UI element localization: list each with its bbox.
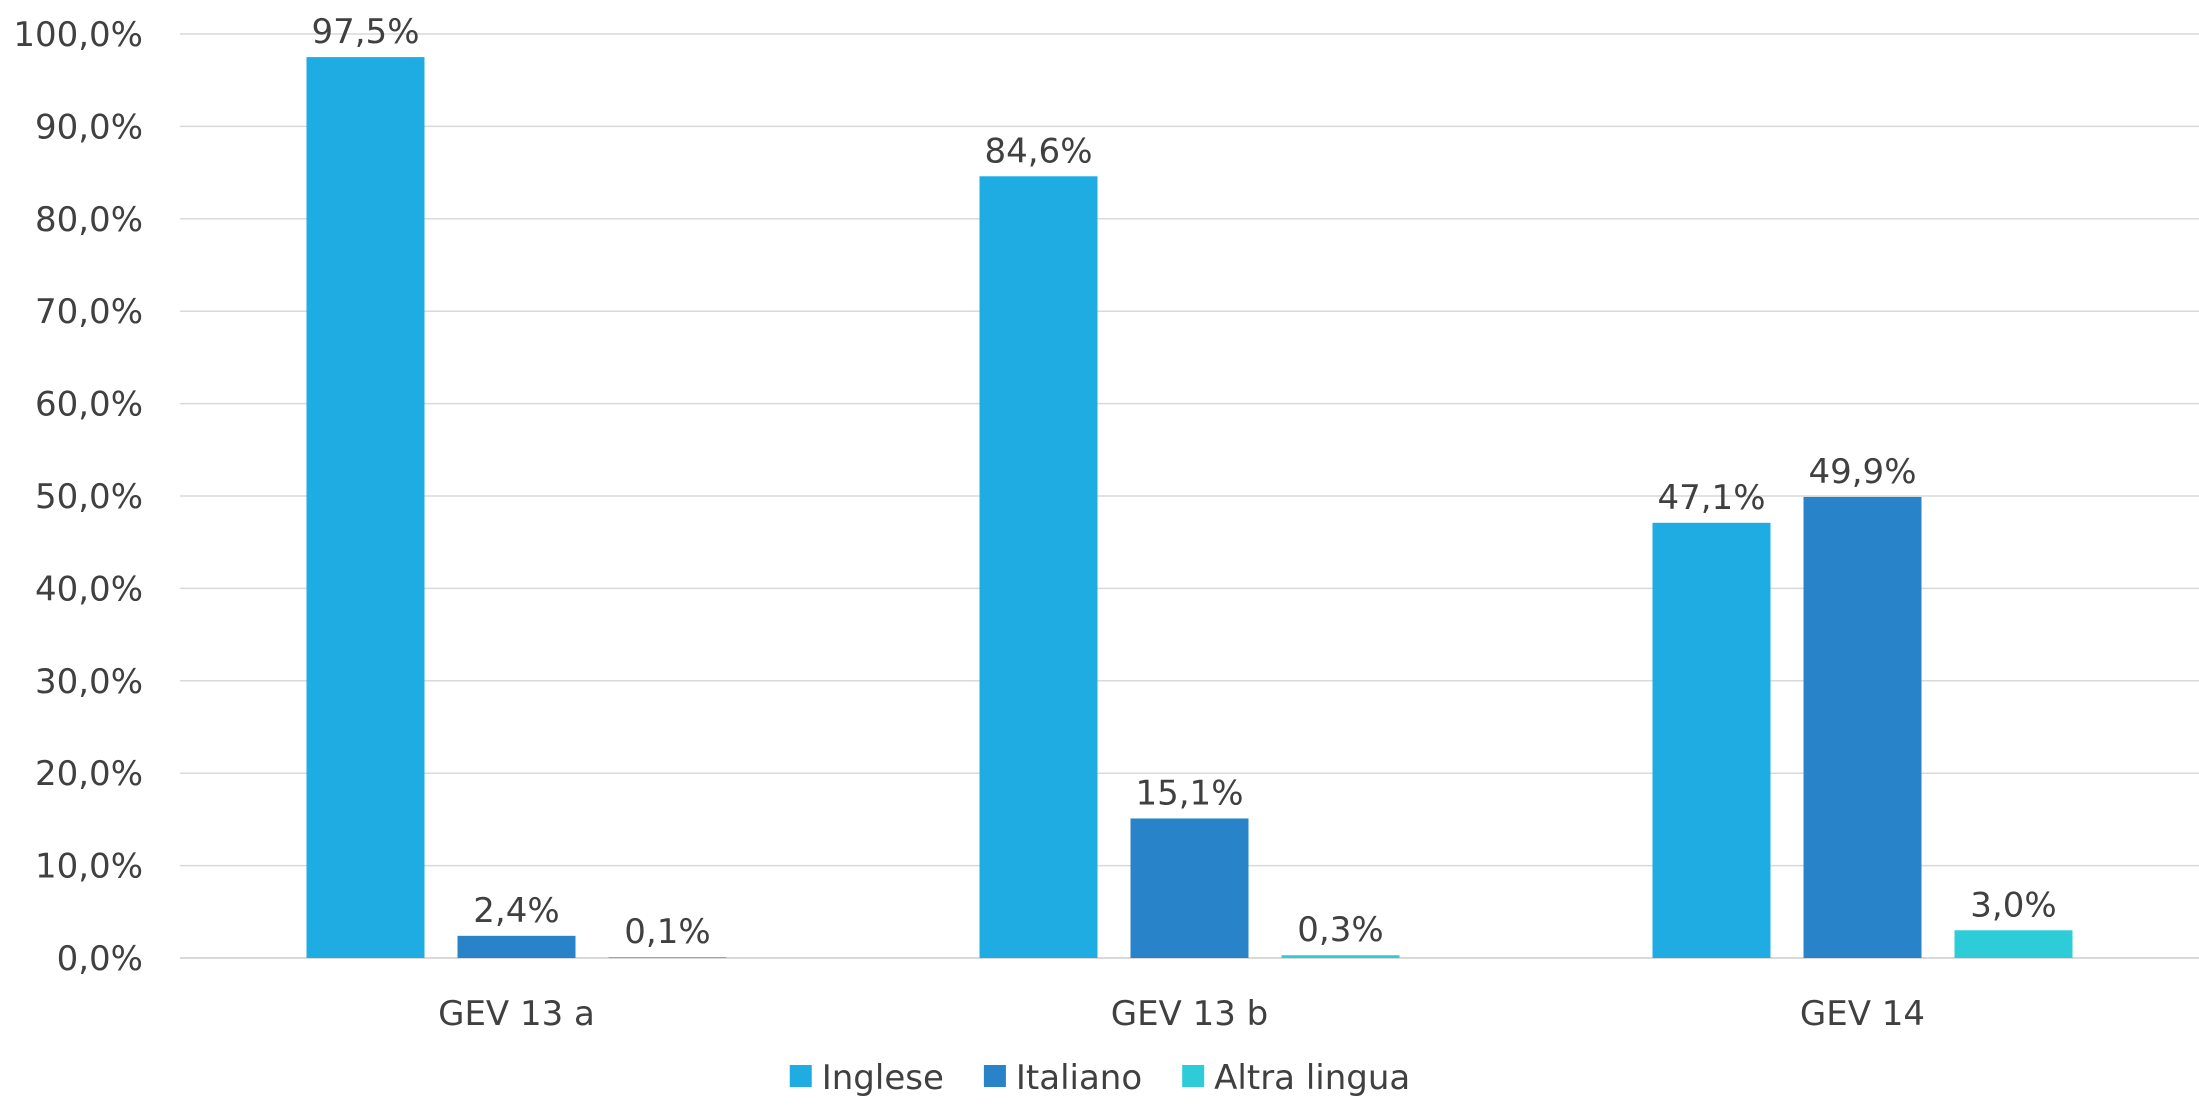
bar: [1954, 930, 2073, 958]
y-tick-label: 80,0%: [35, 200, 143, 240]
data-label: 2,4%: [473, 891, 559, 931]
data-label: 84,6%: [984, 131, 1092, 171]
bar: [979, 176, 1098, 958]
bar: [608, 957, 727, 958]
gridlines: [180, 33, 2199, 959]
legend-label: Altra lingua: [1214, 1058, 1410, 1098]
bars: [306, 57, 2073, 959]
x-category-label: GEV 13 b: [1111, 994, 1269, 1034]
data-label: 0,3%: [1297, 910, 1383, 950]
data-label: 3,0%: [1970, 885, 2056, 925]
data-label: 49,9%: [1808, 452, 1916, 492]
data-labels: 97,5% 2,4% 0,1% 84,6% 15,1% 0,3% 47,1% 49,9% 3,0…: [311, 12, 2056, 952]
y-tick-label: 60,0%: [35, 385, 143, 425]
legend-label: Italiano: [1016, 1058, 1142, 1098]
y-tick-label: 50,0%: [35, 477, 143, 517]
x-category-label: GEV 14: [1800, 994, 1925, 1034]
bar: [306, 57, 425, 959]
bar: [457, 935, 576, 958]
y-tick-label: 90,0%: [35, 107, 143, 147]
legend-label: Inglese: [822, 1058, 944, 1098]
bar: [1130, 818, 1249, 958]
y-tick-label: 10,0%: [35, 847, 143, 887]
data-label: 97,5%: [311, 12, 419, 52]
x-axis-category-labels: GEV 13 a GEV 13 b GEV 14: [438, 994, 1925, 1034]
y-axis-tick-labels: 0,0% 10,0% 20,0% 30,0% 40,0% 50,0% 60,0% 70,0% 8…: [13, 15, 143, 979]
data-label: 0,1%: [624, 912, 710, 952]
legend-swatch: [789, 1065, 812, 1087]
legend-swatch: [983, 1065, 1006, 1087]
bar: [1281, 955, 1400, 958]
y-tick-label: 30,0%: [35, 662, 143, 702]
data-label: 15,1%: [1135, 773, 1243, 813]
legend-swatch: [1182, 1065, 1205, 1087]
y-tick-label: 20,0%: [35, 754, 143, 794]
y-tick-label: 0,0%: [57, 939, 143, 979]
y-tick-label: 40,0%: [35, 569, 143, 609]
legend: Inglese Italiano Altra lingua: [789, 1058, 1410, 1098]
data-label: 47,1%: [1657, 478, 1765, 518]
bar: [1803, 496, 1922, 958]
bar: [1652, 522, 1771, 958]
y-tick-label: 100,0%: [13, 15, 143, 55]
x-category-label: GEV 13 a: [438, 994, 595, 1034]
y-tick-label: 70,0%: [35, 292, 143, 332]
